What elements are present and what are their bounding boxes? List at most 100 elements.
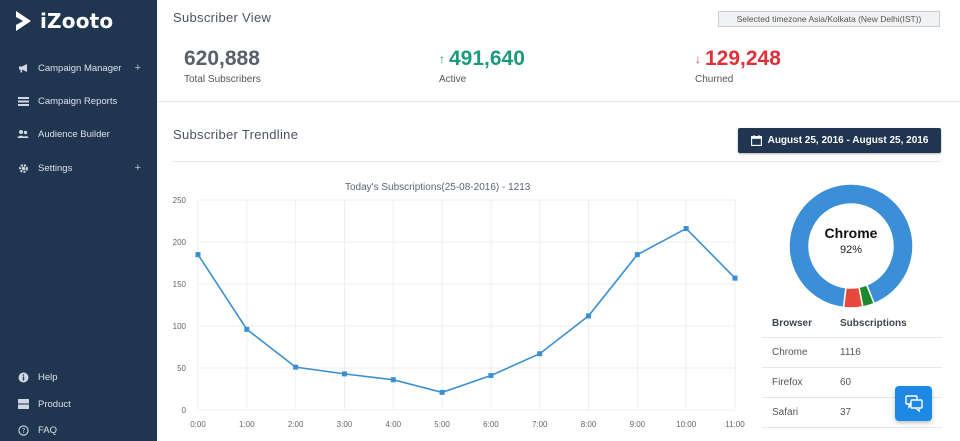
- data-point: [586, 313, 592, 319]
- brand-name: iZooto: [40, 9, 114, 33]
- date-range-label: August 25, 2016 - August 25, 2016: [767, 135, 929, 146]
- chart-title: Today's Subscriptions(25-08-2016) - 1213: [345, 182, 531, 193]
- table-row: Chrome 1116: [762, 338, 942, 368]
- donut-center-name: Chrome: [824, 225, 878, 241]
- donut-segment-firefox: [842, 286, 864, 309]
- browser-table: Browser Subscriptions Chrome 1116 Firefo…: [762, 310, 942, 428]
- donut-center-percent: 92%: [839, 244, 863, 256]
- sidebar-item-label: Help: [38, 371, 58, 383]
- active-label: Active: [439, 74, 467, 85]
- data-point: [732, 275, 738, 281]
- gear-icon: [17, 162, 29, 174]
- browser-donut-chart: Chrome 92%: [788, 183, 914, 309]
- sidebar-item-label: Audience Builder: [38, 128, 110, 140]
- x-tick-label: 6:00: [483, 420, 499, 429]
- data-point: [488, 373, 494, 379]
- sidebar-item-label: Product: [38, 398, 71, 410]
- subscriber-view-panel: Subscriber View Selected timezone Asia/K…: [157, 0, 960, 102]
- info-icon: [17, 371, 29, 383]
- arrow-down-icon: ↓: [695, 52, 701, 66]
- data-point: [195, 252, 201, 258]
- subscriptions-line-chart: 0 50 100 150 200 250 0:00 1:00 2:00 3:00 4:00 5:00 6…: [173, 196, 746, 429]
- x-tick-label: 8:00: [581, 420, 597, 429]
- x-tick-label: 4:00: [385, 420, 401, 429]
- megaphone-icon: [17, 62, 29, 74]
- table-row: Firefox 60: [762, 368, 942, 398]
- date-range-button[interactable]: August 25, 2016 - August 25, 2016: [738, 128, 941, 153]
- donut-segment-chrome: [788, 183, 914, 309]
- active-value: ↑ 491,640: [439, 47, 525, 70]
- report-icon: [17, 95, 29, 107]
- izooto-logo-icon: [16, 11, 31, 31]
- table-cell: Chrome: [772, 347, 808, 358]
- data-point: [634, 252, 640, 258]
- series-line: [197, 227, 736, 394]
- y-tick-label: 150: [173, 280, 187, 289]
- chat-icon: [904, 395, 923, 412]
- y-tick-label: 250: [173, 196, 187, 205]
- expand-icon: +: [134, 62, 141, 74]
- table-header: Browser Subscriptions: [762, 310, 942, 338]
- table-row: Safari 37: [762, 398, 942, 428]
- x-tick-label: 3:00: [337, 420, 353, 429]
- data-point: [341, 371, 347, 377]
- y-tick-label: 0: [182, 406, 187, 415]
- x-tick-label: 2:00: [288, 420, 304, 429]
- y-tick-label: 50: [177, 364, 186, 373]
- sidebar-item-campaign-reports[interactable]: Campaign Reports: [0, 89, 157, 113]
- expand-icon: +: [134, 162, 141, 174]
- sidebar-item-product[interactable]: Product: [0, 392, 157, 416]
- data-point: [439, 389, 445, 395]
- table-cell: Safari: [772, 407, 799, 418]
- total-subscribers-value: 620,888: [184, 47, 260, 70]
- svg-text:?: ?: [21, 427, 25, 435]
- divider: [173, 161, 941, 162]
- users-icon: [17, 128, 29, 140]
- x-tick-label: 5:00: [434, 420, 450, 429]
- donut-svg: [788, 183, 914, 309]
- column-header-subscriptions: Subscriptions: [840, 318, 907, 329]
- brand-logo[interactable]: iZooto: [14, 9, 113, 33]
- arrow-up-icon: ↑: [439, 52, 445, 66]
- sidebar-item-label: Settings: [38, 162, 73, 174]
- churned-label: Churned: [695, 74, 734, 85]
- question-icon: ?: [17, 424, 29, 436]
- table-cell: 1116: [840, 347, 861, 358]
- y-tick-label: 100: [173, 322, 187, 331]
- x-tick-label: 0:00: [190, 420, 206, 429]
- donut-inner-ring: [811, 206, 891, 286]
- x-tick-label: 11:00: [725, 420, 745, 429]
- grid-icon: [17, 398, 29, 410]
- column-header-browser: Browser: [772, 318, 813, 329]
- x-tick-label: 7:00: [532, 420, 548, 429]
- churned-value: ↓ 129,248: [695, 47, 781, 70]
- x-tick-label: 9:00: [630, 420, 646, 429]
- chat-button[interactable]: [895, 386, 932, 421]
- sidebar-item-label: Campaign Manager: [38, 62, 122, 74]
- sidebar-item-audience-builder[interactable]: Audience Builder: [0, 122, 157, 146]
- x-tick-label: 1:00: [239, 420, 255, 429]
- sidebar: iZooto Campaign Manager + Campaign Repor…: [0, 0, 157, 441]
- main-content: Subscriber View Selected timezone Asia/K…: [157, 0, 960, 441]
- table-cell: 37: [840, 407, 852, 418]
- y-tick-label: 200: [173, 238, 187, 247]
- trendline-title: Subscriber Trendline: [173, 127, 299, 142]
- timezone-badge: Selected timezone Asia/Kolkata (New Delh…: [718, 11, 940, 27]
- data-point: [293, 364, 299, 370]
- data-point: [244, 326, 250, 332]
- total-subscribers-label: Total Subscribers: [184, 74, 261, 85]
- table-cell: Firefox: [772, 377, 803, 388]
- subscriber-view-title: Subscriber View: [173, 10, 272, 25]
- sidebar-item-label: Campaign Reports: [38, 95, 118, 107]
- sidebar-item-label: FAQ: [38, 424, 58, 436]
- sidebar-item-faq[interactable]: ? FAQ: [0, 418, 157, 441]
- sidebar-item-help[interactable]: Help: [0, 365, 157, 389]
- x-tick-label: 10:00: [676, 420, 697, 429]
- data-point: [537, 351, 543, 357]
- table-cell: 60: [840, 377, 852, 388]
- data-point: [390, 377, 396, 383]
- sidebar-item-settings[interactable]: Settings +: [0, 156, 157, 180]
- calendar-icon: [750, 135, 762, 146]
- data-point: [683, 226, 689, 232]
- sidebar-item-campaign-manager[interactable]: Campaign Manager +: [0, 56, 157, 80]
